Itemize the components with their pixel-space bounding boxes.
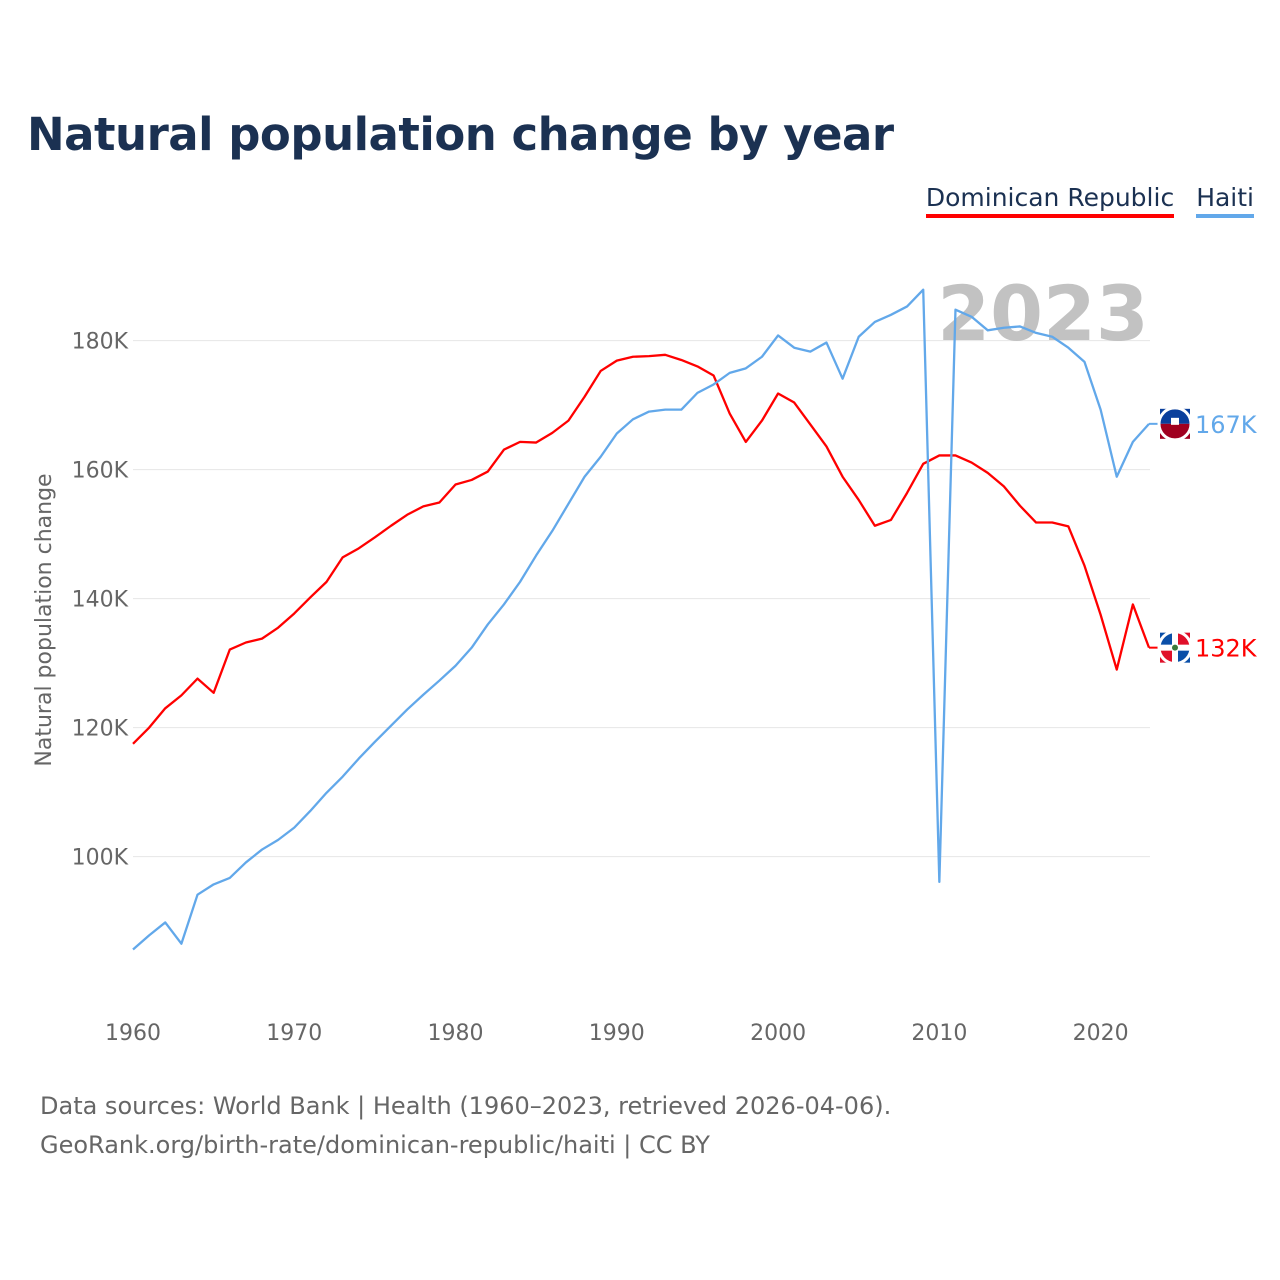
x-tick-label: 1960 [105,1021,161,1046]
series-line-dominican-republic [132,353,1151,745]
series-line-haiti [132,288,1150,951]
x-tick-label: 2020 [1073,1021,1129,1046]
x-tick-label: 2010 [911,1021,967,1046]
year-overlay: 2023 [937,269,1149,358]
y-tick-label: 120K [72,717,129,742]
end-value-label: 132K [1195,635,1258,663]
x-tick-label: 1990 [589,1021,645,1046]
dominican-republic-flag-icon [1157,630,1193,666]
end-value-label: 167K [1195,411,1258,439]
legend-haiti[interactable]: Haiti [1196,183,1254,218]
y-tick-label: 100K [72,846,129,871]
y-axis-label: Natural population change [32,473,57,766]
source-note: Data sources: World Bank | Health (1960–… [40,1087,891,1165]
y-tick-label: 180K [72,330,129,355]
source-url[interactable]: GeoRank.org/birth-rate/dominican-republi… [40,1131,710,1159]
legend-dominican-republic[interactable]: Dominican Republic [925,183,1175,218]
chart-title: Natural population change by year [27,108,894,161]
x-tick-label: 1970 [266,1021,322,1046]
legend: Dominican Republic Haiti [925,183,1254,218]
source-line: Data sources: World Bank | Health (1960–… [40,1092,892,1120]
y-tick-label: 140K [72,588,129,613]
y-tick-label: 160K [72,459,129,484]
x-tick-label: 1980 [428,1021,484,1046]
haiti-flag-icon [1157,406,1193,442]
x-tick-label: 2000 [750,1021,806,1046]
